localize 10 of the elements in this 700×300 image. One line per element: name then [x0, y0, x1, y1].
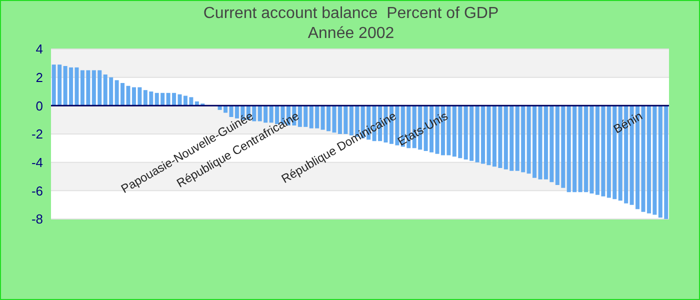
x-tick-label: Bénin: [611, 108, 645, 136]
y-tick-label: 2: [36, 70, 43, 85]
y-tick-label: -2: [31, 126, 43, 142]
y-tick-label: -6: [31, 183, 43, 198]
chart-subtitle: Année 2002: [308, 25, 394, 42]
chart-title: Current account balance Percent of GDP: [202, 4, 500, 24]
y-tick-label: -8: [31, 212, 43, 227]
y-tick-label: -4: [31, 154, 43, 170]
y-tick-label: 0: [36, 98, 43, 114]
y-tick-label: 4: [36, 42, 43, 57]
